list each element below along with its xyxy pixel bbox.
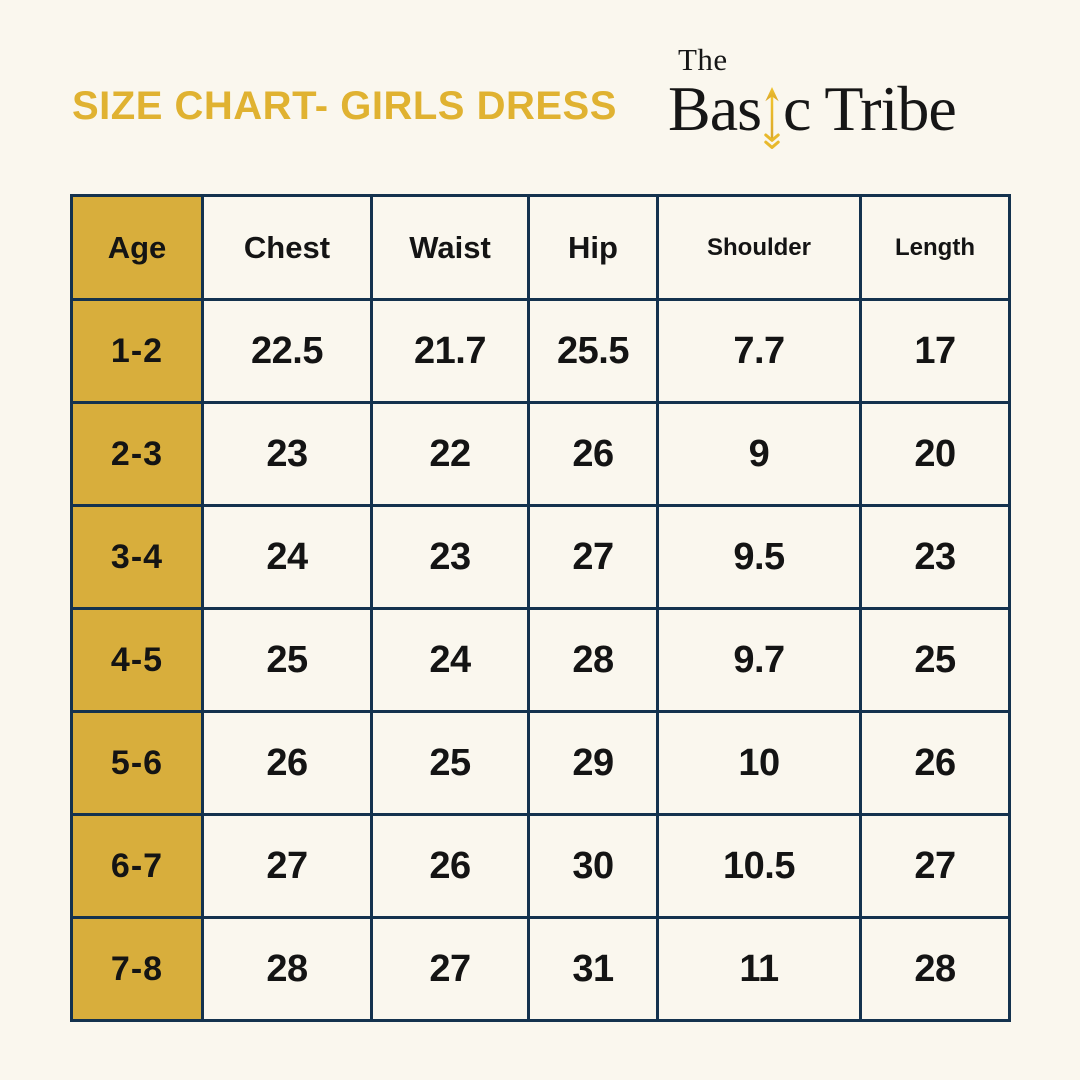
age-cell: 3-4 <box>70 504 204 610</box>
value-cell: 25 <box>201 607 373 713</box>
value-cell: 30 <box>527 813 659 919</box>
value-cell: 9.5 <box>656 504 862 610</box>
value-cell: 26 <box>859 710 1011 816</box>
value-cell: 25.5 <box>527 298 659 404</box>
value-cell: 10.5 <box>656 813 862 919</box>
column-header-chest: Chest <box>201 194 373 301</box>
value-cell: 10 <box>656 710 862 816</box>
value-cell: 7.7 <box>656 298 862 404</box>
value-cell: 22.5 <box>201 298 373 404</box>
arrow-icon <box>764 87 780 149</box>
logo-basic-suffix: c <box>783 73 811 144</box>
table-row: 3-4 24 23 27 9.5 23 <box>70 504 1011 610</box>
value-cell: 24 <box>201 504 373 610</box>
value-cell: 27 <box>201 813 373 919</box>
age-cell: 2-3 <box>70 401 204 507</box>
logo-word-basic-tribe: Bas c Tribe <box>668 73 1018 149</box>
logo-word-the: The <box>678 42 728 77</box>
logo-basic-prefix: Bas <box>668 73 762 144</box>
value-cell: 17 <box>859 298 1011 404</box>
value-cell: 29 <box>527 710 659 816</box>
value-cell: 28 <box>201 916 373 1022</box>
value-cell: 25 <box>859 607 1011 713</box>
column-header-age: Age <box>70 194 204 301</box>
value-cell: 22 <box>370 401 530 507</box>
value-cell: 26 <box>527 401 659 507</box>
table-row: 1-2 22.5 21.7 25.5 7.7 17 <box>70 298 1011 404</box>
value-cell: 21.7 <box>370 298 530 404</box>
value-cell: 27 <box>527 504 659 610</box>
brand-logo: The Bas c Tribe <box>668 42 1018 149</box>
table-row: 6-7 27 26 30 10.5 27 <box>70 813 1011 919</box>
table-row: 4-5 25 24 28 9.7 25 <box>70 607 1011 713</box>
value-cell: 27 <box>370 916 530 1022</box>
value-cell: 28 <box>859 916 1011 1022</box>
value-cell: 23 <box>859 504 1011 610</box>
table-row: 5-6 26 25 29 10 26 <box>70 710 1011 816</box>
value-cell: 26 <box>370 813 530 919</box>
value-cell: 20 <box>859 401 1011 507</box>
page-title: SIZE CHART- GIRLS DRESS <box>72 84 617 128</box>
header-row: Age Chest Waist Hip Shoulder Length <box>70 194 1011 301</box>
age-cell: 4-5 <box>70 607 204 713</box>
value-cell: 23 <box>201 401 373 507</box>
table-row: 2-3 23 22 26 9 20 <box>70 401 1011 507</box>
column-header-length: Length <box>859 194 1011 301</box>
value-cell: 23 <box>370 504 530 610</box>
age-cell: 7-8 <box>70 916 204 1022</box>
value-cell: 26 <box>201 710 373 816</box>
age-cell: 1-2 <box>70 298 204 404</box>
value-cell: 28 <box>527 607 659 713</box>
value-cell: 9.7 <box>656 607 862 713</box>
size-table-body: 1-2 22.5 21.7 25.5 7.7 17 2-3 23 22 26 9 20 3-4 24 23 2… <box>70 298 1011 1022</box>
value-cell: 9 <box>656 401 862 507</box>
value-cell: 27 <box>859 813 1011 919</box>
value-cell: 11 <box>656 916 862 1022</box>
age-cell: 6-7 <box>70 813 204 919</box>
value-cell: 31 <box>527 916 659 1022</box>
logo-word-tribe: Tribe <box>824 73 956 144</box>
value-cell: 25 <box>370 710 530 816</box>
column-header-shoulder: Shoulder <box>656 194 862 301</box>
table-row: 7-8 28 27 31 11 28 <box>70 916 1011 1022</box>
size-chart-table: Age Chest Waist Hip Shoulder Length 1-2 2… <box>70 194 1011 1022</box>
value-cell: 24 <box>370 607 530 713</box>
age-cell: 5-6 <box>70 710 204 816</box>
column-header-waist: Waist <box>370 194 530 301</box>
column-header-hip: Hip <box>527 194 659 301</box>
